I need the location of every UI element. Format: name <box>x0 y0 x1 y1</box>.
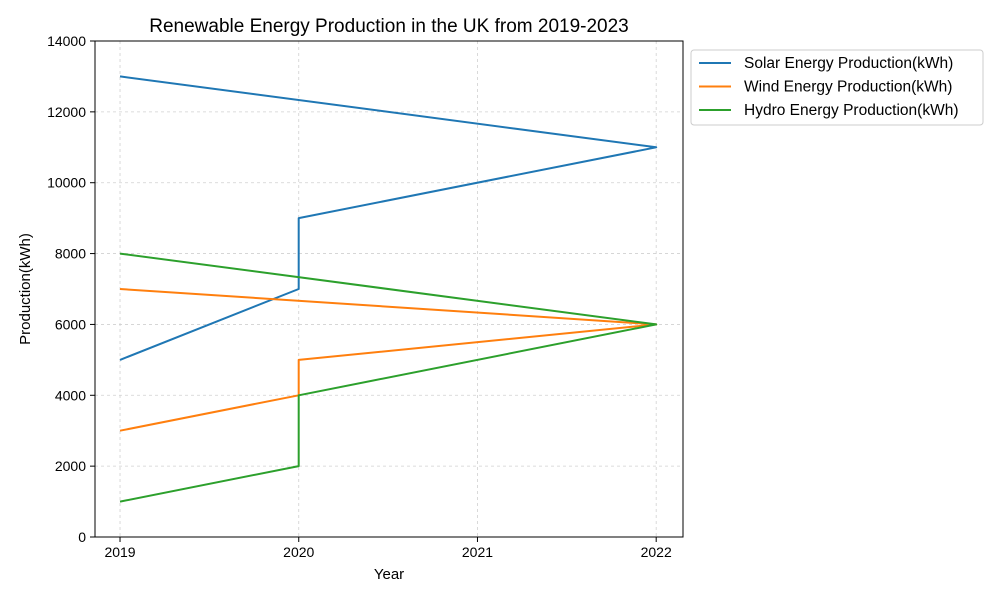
y-axis-ticks: 0 2000 4000 6000 8000 10000 12000 14000 <box>47 33 95 545</box>
x-axis-label: Year <box>374 566 404 583</box>
legend-box <box>690 49 984 126</box>
plot-frame <box>94 40 684 538</box>
x-axis-ticks: 2019 2020 2021 2022 <box>104 537 672 560</box>
y-tick-label: 4000 <box>55 387 86 403</box>
y-tick-label: 6000 <box>55 316 86 332</box>
x-tick-label: 2022 <box>641 544 672 560</box>
y-tick-label: 10000 <box>47 175 86 191</box>
series-line-0 <box>119 75 658 361</box>
series-line-1 <box>119 288 658 432</box>
series-line-2 <box>119 252 658 503</box>
legend: Solar Energy Production(kWh) Wind Energy … <box>690 49 984 126</box>
legend-label: Wind Energy Production(kWh) <box>744 79 952 96</box>
x-tick-label: 2020 <box>283 544 314 560</box>
y-tick-label: 0 <box>78 529 86 545</box>
y-tick-label: 2000 <box>55 458 86 474</box>
x-tick-label: 2021 <box>462 544 493 560</box>
y-tick-label: 14000 <box>47 33 86 49</box>
series-lines <box>119 75 658 503</box>
legend-label: Hydro Energy Production(kWh) <box>744 102 959 119</box>
y-tick-label: 8000 <box>55 246 86 262</box>
x-tick-label: 2019 <box>104 544 135 560</box>
y-axis-label: Production(kWh) <box>17 233 34 345</box>
legend-label: Solar Energy Production(kWh) <box>744 55 953 72</box>
y-tick-label: 12000 <box>47 104 86 120</box>
chart-title: Renewable Energy Production in the UK fr… <box>149 16 629 37</box>
